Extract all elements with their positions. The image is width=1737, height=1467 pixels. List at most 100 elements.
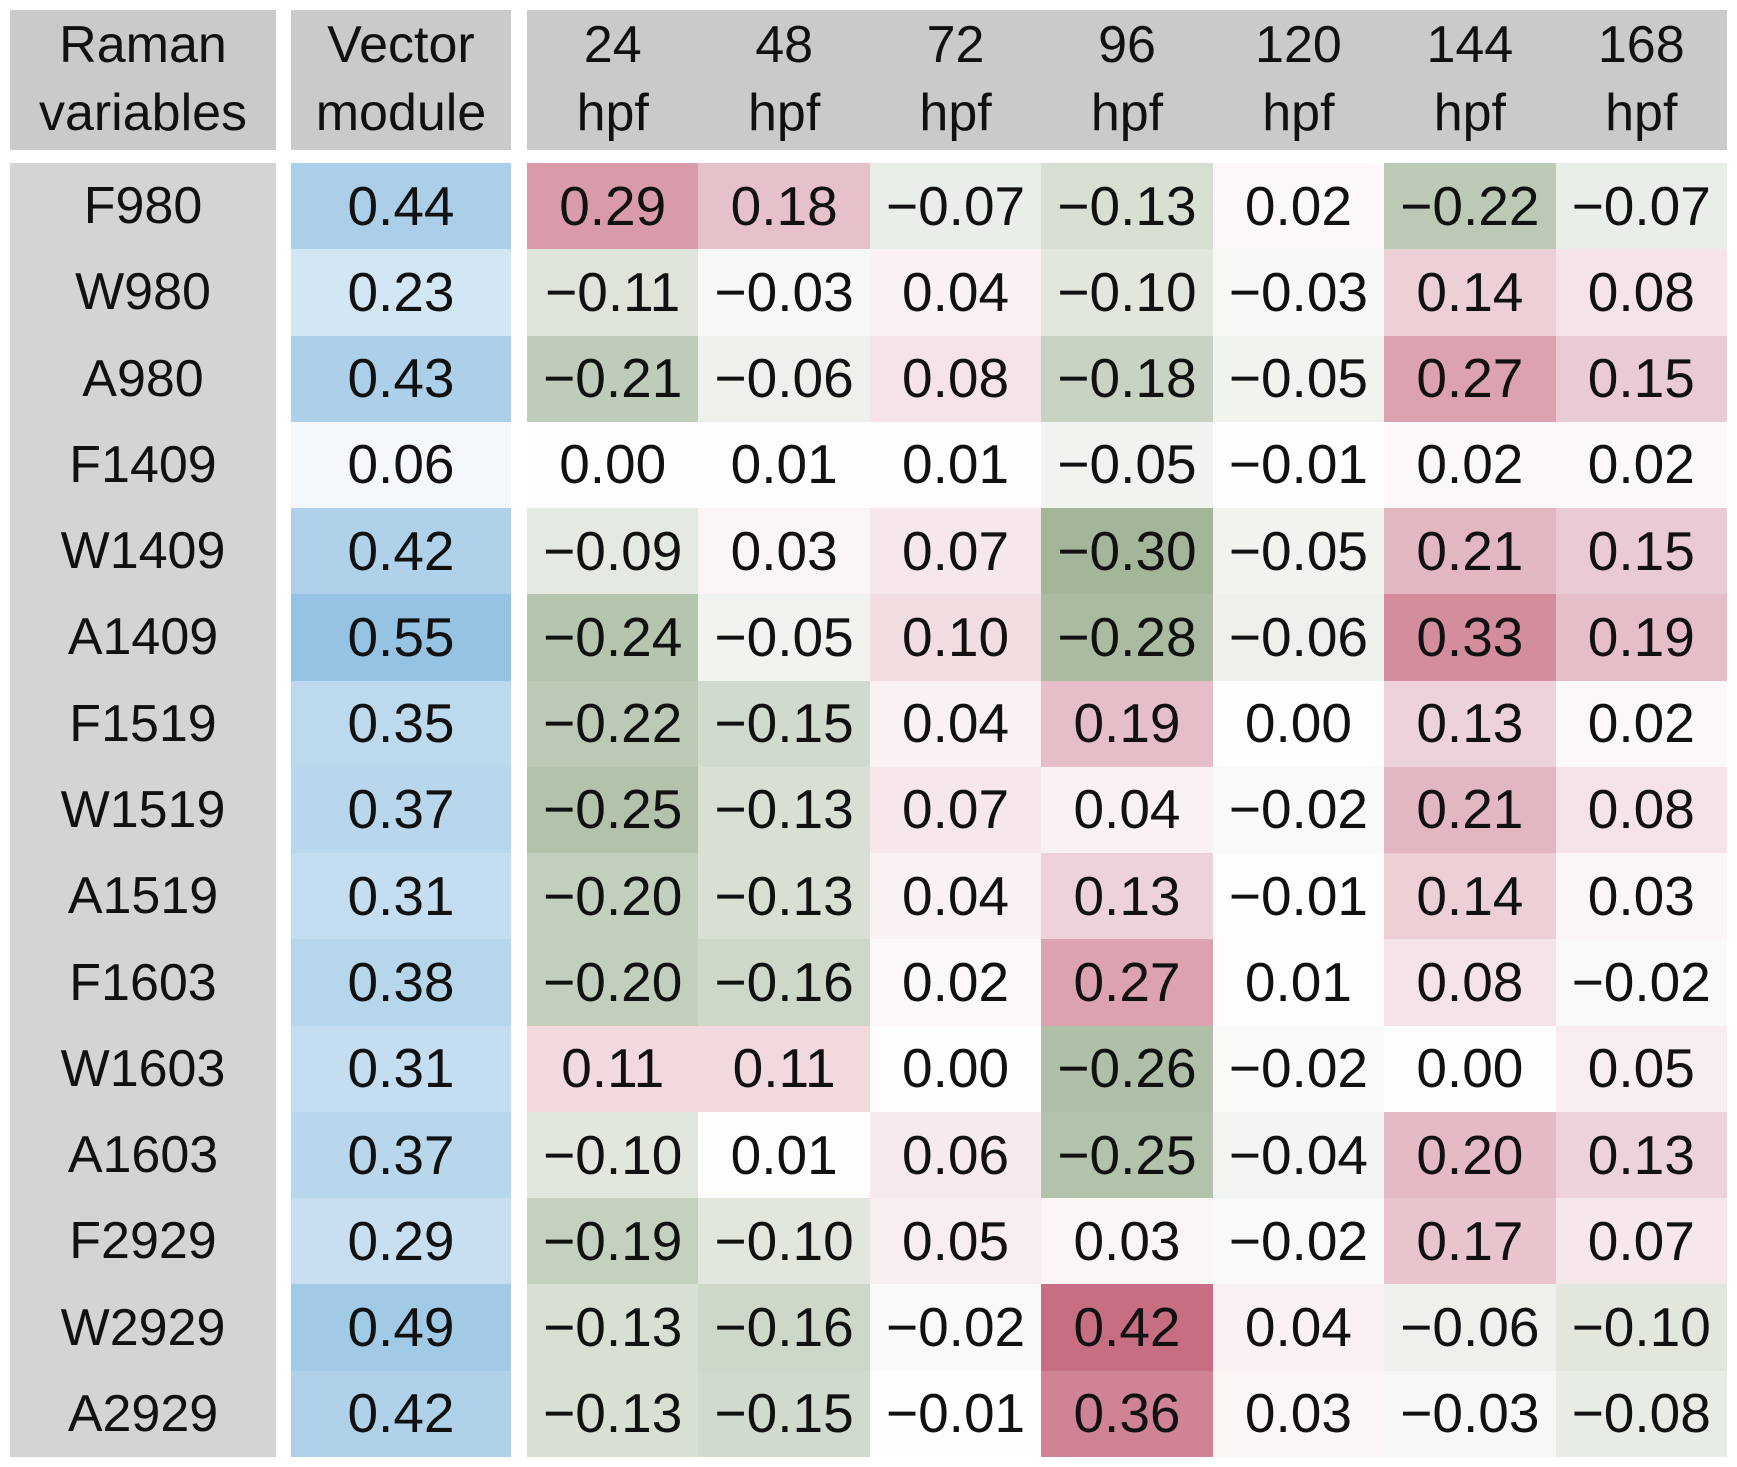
header-line: 168	[1597, 16, 1685, 75]
correlation-cell: −0.08	[1555, 1370, 1727, 1457]
correlation-cell: −0.11	[527, 249, 699, 336]
time-header-band: 24 hpf 48 hpf 72 hpf 96 hpf 120 hpf 144 hpf 168 hpf	[527, 10, 1727, 150]
correlation-cell: 0.15	[1555, 335, 1727, 422]
vector-module-cell: 0.44	[291, 163, 511, 250]
row-label: W1409	[10, 508, 276, 595]
correlation-cell: −0.06	[1212, 594, 1385, 681]
correlation-cell: 0.04	[1212, 1284, 1385, 1371]
row-label: W1519	[10, 766, 276, 854]
vector-module-cell: 0.42	[291, 1370, 511, 1457]
correlation-cell: 0.02	[1212, 163, 1385, 250]
header-line: variables	[38, 84, 248, 142]
correlation-cell: −0.20	[527, 939, 699, 1026]
correlation-cell: 0.21	[1384, 766, 1556, 854]
correlation-cell: 0.42	[1041, 1284, 1213, 1371]
correlation-cell: −0.04	[1212, 1111, 1385, 1199]
correlation-cell: 0.14	[1384, 853, 1556, 940]
correlation-cell: −0.02	[1212, 766, 1385, 854]
correlation-cell: −0.02	[1212, 1025, 1385, 1112]
correlation-cell: −0.02	[1212, 1198, 1385, 1285]
row-label: W980	[10, 249, 276, 336]
correlation-cell: 0.02	[869, 939, 1042, 1026]
time-header-cell: 72 hpf	[870, 10, 1041, 150]
correlation-cell: −0.10	[698, 1198, 870, 1285]
row-label: F980	[10, 163, 276, 250]
row-label: F2929	[10, 1198, 276, 1285]
header-line: hpf	[919, 84, 992, 142]
correlation-cell: −0.03	[1212, 249, 1385, 336]
correlation-cell: 0.15	[1555, 508, 1727, 595]
correlation-cell: 0.01	[1212, 939, 1385, 1026]
vector-module-cell: 0.06	[291, 421, 511, 509]
correlation-cell: −0.06	[698, 335, 870, 422]
vector-module-cell: 0.38	[291, 939, 511, 1026]
vector-module-cell: 0.29	[291, 1198, 511, 1285]
row-label: A980	[10, 335, 276, 422]
correlation-cell: 0.00	[527, 421, 699, 509]
correlation-cell: 0.00	[869, 1025, 1042, 1112]
header-line: hpf	[1090, 84, 1164, 142]
header-line: Vector	[327, 16, 475, 75]
vector-module-header: Vector module	[291, 10, 511, 150]
header-line: Raman	[59, 16, 227, 75]
header-line: hpf	[576, 84, 649, 142]
correlation-cell: 0.19	[1555, 594, 1727, 681]
correlation-cell: 0.36	[1041, 1370, 1213, 1457]
correlation-cell: −0.13	[698, 766, 870, 854]
correlation-cell: 0.04	[869, 249, 1042, 336]
correlation-cell: 0.21	[1384, 508, 1556, 595]
vector-module-cell: 0.31	[291, 853, 511, 940]
correlation-cell: 0.27	[1384, 335, 1556, 422]
correlation-cell: 0.04	[869, 853, 1042, 940]
correlation-cell: −0.01	[1212, 421, 1385, 509]
time-header-cell: 168 hpf	[1556, 10, 1727, 150]
correlation-cell: −0.25	[1041, 1111, 1213, 1199]
correlation-cell: 0.10	[869, 594, 1042, 681]
vector-module-cell: 0.43	[291, 335, 511, 422]
correlation-cell: 0.07	[1555, 1198, 1727, 1285]
correlation-cell: 0.08	[1384, 939, 1556, 1026]
header-line: hpf	[1262, 84, 1335, 142]
correlation-cell: 0.03	[698, 508, 870, 595]
correlation-cell: −0.07	[1555, 163, 1727, 250]
vector-module-cell: 0.49	[291, 1284, 511, 1371]
correlation-cell: 0.05	[1555, 1025, 1727, 1112]
time-header-cell: 24 hpf	[527, 10, 698, 150]
correlation-cell: −0.10	[1041, 249, 1213, 336]
correlation-cell: 0.29	[527, 163, 699, 250]
header-line: module	[315, 84, 487, 142]
row-label: F1519	[10, 680, 276, 767]
correlation-cell: −0.10	[1555, 1284, 1727, 1371]
correlation-cell: 0.11	[698, 1025, 870, 1112]
correlation-cell: 0.18	[698, 163, 870, 250]
correlation-cell: −0.20	[527, 853, 699, 940]
correlation-cell: −0.30	[1041, 508, 1213, 595]
correlation-cell: −0.15	[698, 680, 870, 767]
correlation-cell: −0.26	[1041, 1025, 1213, 1112]
correlation-cell: −0.05	[1041, 421, 1213, 509]
correlation-cell: 0.02	[1555, 680, 1727, 767]
header-line: hpf	[1605, 84, 1678, 142]
correlation-cell: −0.05	[1212, 335, 1385, 422]
correlation-cell: 0.08	[1555, 249, 1727, 336]
correlation-cell: 0.01	[698, 1111, 870, 1199]
correlation-cell: 0.20	[1384, 1111, 1556, 1199]
correlation-cell: 0.03	[1041, 1198, 1213, 1285]
row-label: A2929	[10, 1370, 276, 1457]
header-line: 96	[1098, 16, 1156, 75]
correlation-cell: −0.16	[698, 939, 870, 1026]
correlation-cell: 0.33	[1384, 594, 1556, 681]
correlation-cell: −0.21	[527, 335, 699, 422]
row-label: F1603	[10, 939, 276, 1026]
correlation-cell: 0.07	[869, 508, 1042, 595]
correlation-cell: 0.02	[1384, 421, 1556, 509]
correlation-cell: 0.19	[1041, 680, 1213, 767]
correlation-cell: 0.00	[1212, 680, 1385, 767]
correlation-cell: 0.07	[869, 766, 1042, 854]
correlation-cell: −0.24	[527, 594, 699, 681]
correlation-cell: 0.05	[869, 1198, 1042, 1285]
correlation-cell: −0.05	[698, 594, 870, 681]
row-label: A1409	[10, 594, 276, 681]
correlation-cell: −0.03	[698, 249, 870, 336]
